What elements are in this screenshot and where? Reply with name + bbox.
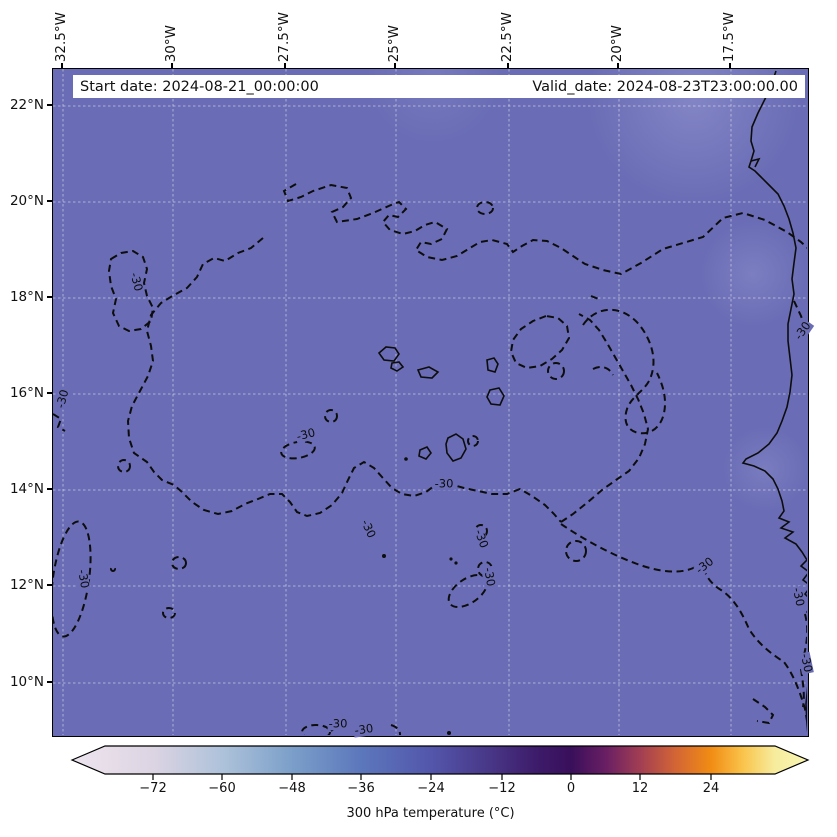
contour-label: -30 bbox=[789, 585, 808, 609]
y-axis-tick bbox=[47, 681, 52, 683]
y-tick-label: 12°N bbox=[9, 577, 44, 593]
y-axis-tick bbox=[47, 488, 52, 490]
title-bar: Start date: 2024-08-21_00:00:00 Valid_da… bbox=[73, 75, 805, 98]
y-axis-tick bbox=[47, 296, 52, 298]
y-tick-label: 18°N bbox=[9, 289, 44, 305]
contour-label: -30 bbox=[433, 476, 455, 491]
y-axis-tick bbox=[47, 584, 52, 586]
contour-label: -30 bbox=[75, 567, 93, 591]
colorbar-tick-label: −60 bbox=[208, 781, 236, 796]
colorbar-tick-label: 0 bbox=[566, 781, 576, 796]
contour-label: -30 bbox=[481, 565, 499, 589]
contour-label: -30 bbox=[797, 651, 816, 675]
colorbar-tick-label: 12 bbox=[631, 781, 649, 796]
colorbar-tick-label: −48 bbox=[278, 781, 306, 796]
y-tick-label: 22°N bbox=[9, 97, 44, 113]
x-tick-label: 27.5°W bbox=[276, 11, 293, 62]
colorbar bbox=[70, 745, 810, 780]
x-axis-tick bbox=[617, 63, 619, 68]
y-axis-tick bbox=[47, 392, 52, 394]
map-panel: -30 -30 -30 -30 -30 -30 -30 -30 -30 -30 … bbox=[52, 68, 816, 738]
x-tick-label: 25°W bbox=[386, 24, 403, 62]
contour-label: -30 bbox=[327, 716, 349, 731]
colorbar-gradient bbox=[70, 745, 810, 775]
contour-label: -30 bbox=[352, 721, 376, 738]
x-axis-tick bbox=[171, 63, 173, 68]
x-tick-label: 20°W bbox=[609, 24, 626, 62]
x-tick-label: 32.5°W bbox=[53, 11, 70, 62]
x-axis-tick bbox=[61, 63, 63, 68]
y-tick-label: 20°N bbox=[9, 193, 44, 209]
grid-lines bbox=[53, 69, 807, 735]
colorbar-tick-label: −72 bbox=[139, 781, 167, 796]
y-tick-label: 10°N bbox=[9, 674, 44, 690]
y-axis-tick bbox=[47, 104, 52, 106]
colorbar-label: 300 hPa temperature (°C) bbox=[346, 806, 515, 821]
x-axis-tick bbox=[394, 63, 396, 68]
map-canvas bbox=[53, 69, 807, 735]
x-axis-tick bbox=[729, 63, 731, 68]
contour-specks bbox=[382, 457, 458, 735]
y-tick-label: 14°N bbox=[9, 481, 44, 497]
x-axis-tick bbox=[507, 63, 509, 68]
coastline bbox=[377, 70, 807, 733]
colorbar-tick-label: 24 bbox=[702, 781, 720, 796]
x-tick-label: 22.5°W bbox=[499, 11, 516, 62]
colorbar-ticks bbox=[152, 774, 712, 780]
colorbar-tick-label: −36 bbox=[347, 781, 375, 796]
colorbar-tick-label: −24 bbox=[417, 781, 445, 796]
start-date-title: Start date: 2024-08-21_00:00:00 bbox=[80, 78, 319, 95]
x-tick-label: 30°W bbox=[163, 24, 180, 62]
temperature-contours bbox=[53, 183, 807, 735]
x-axis-tick bbox=[284, 63, 286, 68]
y-axis-tick bbox=[47, 200, 52, 202]
valid-date-title: Valid_date: 2024-08-23T23:00:00.00 bbox=[532, 78, 798, 95]
y-tick-label: 16°N bbox=[9, 385, 44, 401]
colorbar-tick-label: −12 bbox=[488, 781, 516, 796]
x-tick-label: 17.5°W bbox=[721, 11, 738, 62]
